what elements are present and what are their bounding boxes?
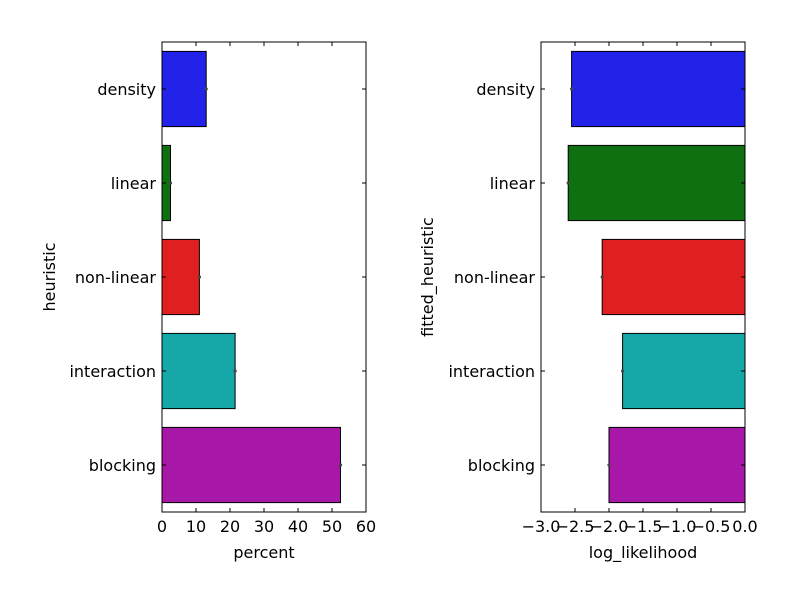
xtick-label: −1.0: [658, 517, 697, 536]
ytick-label-density: density: [476, 80, 535, 99]
error-marker-density: [204, 87, 208, 91]
error-marker-interaction: [233, 369, 237, 373]
y-axis-label-right: fitted_heuristic: [418, 217, 438, 337]
bar-blocking: [161, 426, 341, 504]
bar-interaction: [161, 332, 236, 410]
bar-density: [571, 50, 746, 128]
axes-frame-left: [161, 41, 367, 513]
labels-left: density linear non-linear interaction blocki…: [69, 80, 376, 536]
x-axis-label-left: percent: [233, 543, 294, 562]
axes-frame-right: [540, 41, 746, 513]
xtick-label: 0.0: [732, 517, 757, 536]
xtick-label: −2.5: [556, 517, 595, 536]
ytick-label-interaction: interaction: [448, 362, 535, 381]
xtick-label: −1.5: [624, 517, 663, 536]
xtick-label: 50: [322, 517, 342, 536]
bar-interaction: [622, 332, 746, 410]
xtick-label: −2.0: [590, 517, 629, 536]
error-marker-blocking: [607, 463, 611, 467]
xtick-label: 20: [220, 517, 240, 536]
error-marker-density: [570, 87, 574, 91]
bar-linear: [567, 144, 746, 222]
chart-panel-left: density linear non-linear interaction blocki…: [40, 41, 376, 562]
xtick-label: −3.0: [522, 517, 561, 536]
bar-density: [161, 50, 207, 128]
error-marker-linear: [566, 181, 570, 185]
bars-left: [161, 50, 343, 504]
xtick-label: 30: [254, 517, 274, 536]
xtick-label: −0.5: [692, 517, 731, 536]
error-marker-interaction: [621, 369, 625, 373]
ytick-label-linear: linear: [111, 174, 157, 193]
bar-non-linear: [601, 238, 746, 316]
xtick-label: 10: [186, 517, 206, 536]
labels-right: density linear non-linear interaction blocki…: [448, 80, 757, 536]
error-marker-blocking: [338, 463, 343, 467]
x-axis-label-right: log_likelihood: [589, 543, 698, 563]
bars-right: [566, 50, 746, 504]
xtick-label: 60: [356, 517, 376, 536]
chart-panel-right: density linear non-linear interaction blocki…: [418, 41, 758, 563]
bar-blocking: [608, 426, 746, 504]
ytick-label-density: density: [97, 80, 156, 99]
ytick-label-blocking: blocking: [468, 456, 535, 475]
ytick-label-non-linear: non-linear: [75, 268, 157, 287]
ytick-label-interaction: interaction: [69, 362, 156, 381]
ytick-label-non-linear: non-linear: [454, 268, 536, 287]
bar-non-linear: [161, 238, 200, 316]
xtick-label: 40: [288, 517, 308, 536]
ytick-label-linear: linear: [490, 174, 536, 193]
xtick-label: 0: [157, 517, 167, 536]
ytick-label-blocking: blocking: [89, 456, 156, 475]
error-marker-linear: [168, 181, 173, 185]
y-axis-label-left: heuristic: [40, 243, 59, 312]
error-marker-non-linear: [197, 275, 201, 279]
error-marker-non-linear: [600, 275, 604, 279]
